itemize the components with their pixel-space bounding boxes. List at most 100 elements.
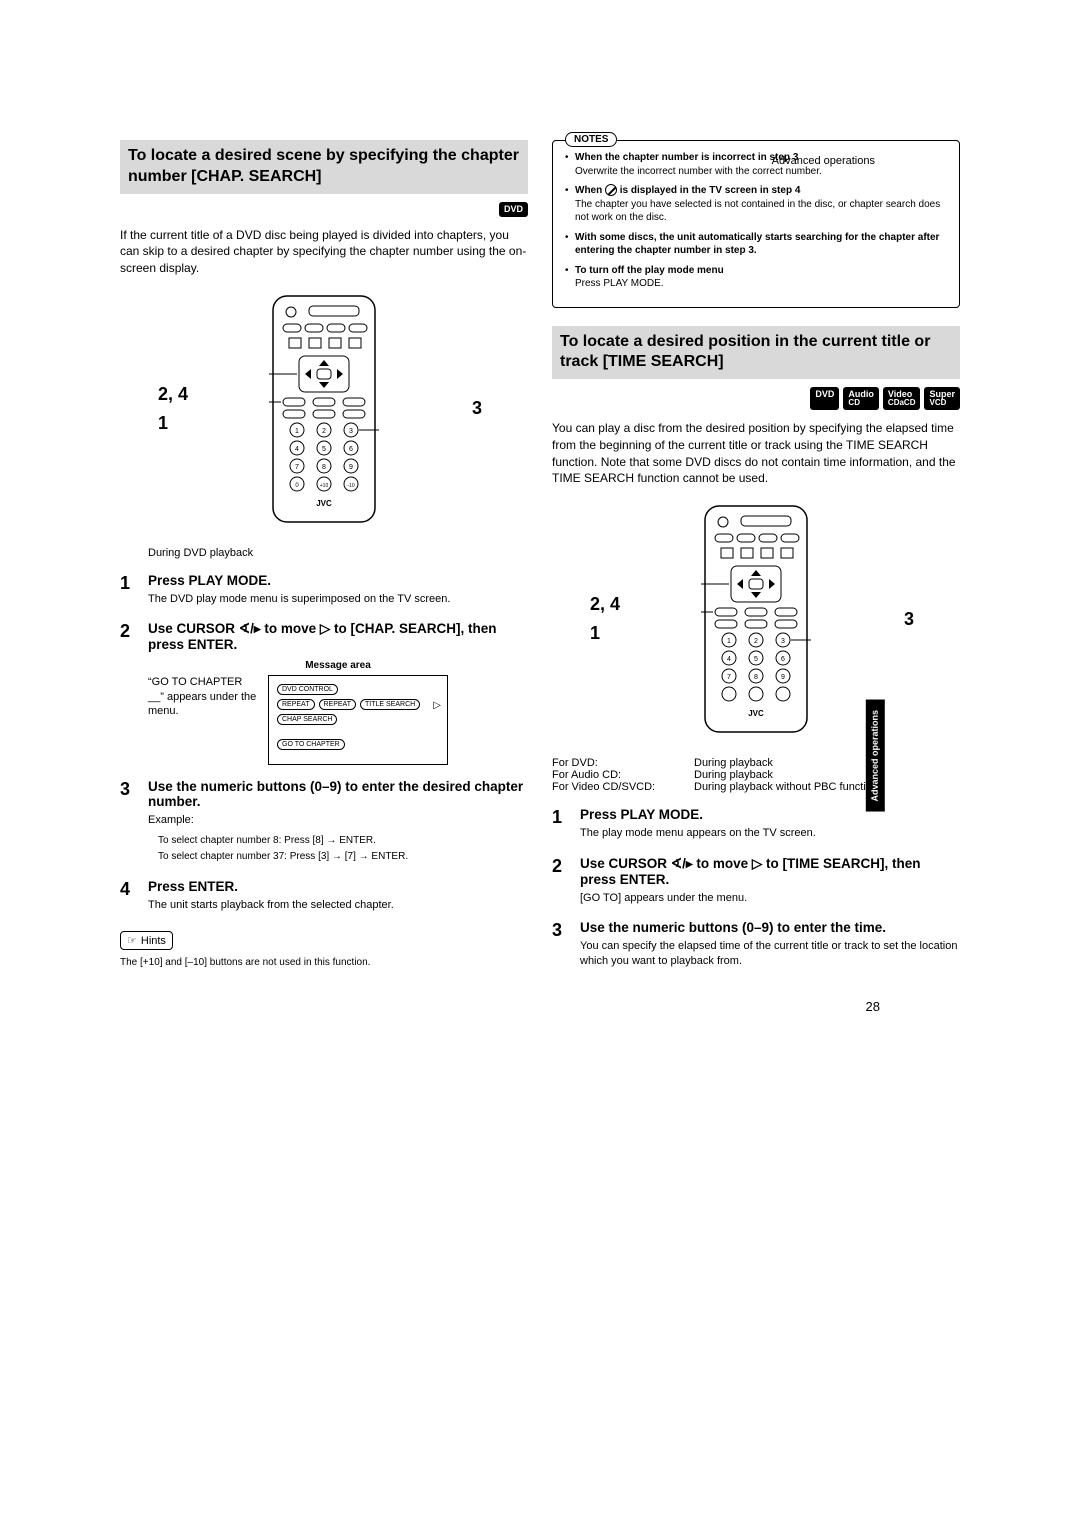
left-step-2: 2 Use CURSOR ∢/▸ to move ▷ to [CHAP. SEA…	[120, 621, 528, 765]
right-column: NOTES When the chapter number is incorre…	[552, 140, 960, 974]
callout-2-4: 2, 4	[158, 380, 188, 409]
note-text: Overwrite the incorrect number with the …	[575, 166, 822, 177]
step-number: 2	[120, 621, 148, 765]
remote-icon: 1 2 3 4 5 6 7 8 9 0 +10 -10 JVC	[269, 294, 379, 524]
pt-label: For DVD:	[552, 757, 694, 769]
step-number: 3	[552, 920, 580, 970]
left-step-1: 1 Press PLAY MODE. The DVD play mode men…	[120, 573, 528, 607]
menu-item: REPEAT	[319, 699, 357, 710]
svg-text:JVC: JVC	[316, 499, 332, 508]
badge-video-cd: VideoCDaCD	[883, 387, 921, 410]
svg-text:-10: -10	[347, 483, 354, 489]
svg-text:6: 6	[781, 656, 785, 663]
svg-text:1: 1	[727, 638, 731, 645]
svg-text:2: 2	[754, 638, 758, 645]
badge-dvd: DVD	[499, 202, 528, 217]
badge-super-vcd: SuperVCD	[924, 387, 960, 410]
svg-text:3: 3	[781, 638, 785, 645]
time-badges: DVD AudioCD VideoCDaCD SuperVCD	[552, 387, 960, 410]
svg-text:1: 1	[295, 428, 299, 435]
step2-side-text: “GO TO CHAPTER __” appears under the men…	[148, 675, 258, 718]
chap-badges: DVD	[120, 202, 528, 217]
step-number: 2	[552, 856, 580, 906]
rstep2-desc: [GO TO] appears under the menu.	[580, 891, 960, 906]
svg-text:4: 4	[295, 446, 299, 453]
callout-3: 3	[904, 609, 914, 630]
callout-3: 3	[472, 398, 482, 419]
svg-text:6: 6	[349, 446, 353, 453]
step-number: 3	[120, 779, 148, 864]
callout-left: 2, 4 1	[158, 380, 188, 438]
chap-intro: If the current title of a DVD disc being…	[120, 227, 528, 277]
onscreen-menu: DVD CONTROL REPEAT REPEAT TITLE SEARCH C…	[268, 675, 448, 765]
badge-dvd: DVD	[810, 387, 839, 410]
svg-text:5: 5	[322, 446, 326, 453]
remote-figure-right: 2, 4 1	[552, 499, 960, 739]
svg-text:7: 7	[295, 464, 299, 471]
hints-label: Hints	[141, 935, 166, 947]
time-search-title: To locate a desired position in the curr…	[552, 326, 960, 380]
notes-box: NOTES When the chapter number is incorre…	[552, 140, 960, 308]
step-number: 4	[120, 879, 148, 913]
rstep3-desc: You can specify the elapsed time of the …	[580, 939, 960, 970]
note-bold: To turn off the play mode menu	[575, 265, 724, 276]
step3-title: Use the numeric buttons (0–9) to enter t…	[148, 779, 528, 809]
svg-text:8: 8	[322, 464, 326, 471]
example-line: To select chapter number 8: Press [8] → …	[158, 833, 528, 849]
note-text: The chapter you have selected is not con…	[575, 199, 940, 224]
note-item: To turn off the play mode menu Press PLA…	[565, 264, 947, 291]
menu-item: DVD CONTROL	[277, 684, 338, 695]
right-step-1: 1 Press PLAY MODE. The play mode menu ap…	[552, 807, 960, 841]
pt-val: During playback without PBC function	[694, 781, 878, 793]
step4-title: Press ENTER.	[148, 879, 528, 894]
callout-2-4: 2, 4	[590, 590, 620, 619]
step4-desc: The unit starts playback from the select…	[148, 898, 528, 913]
note-bold: When is displayed in the TV screen in st…	[575, 185, 800, 196]
hints-text: The [+10] and [–10] buttons are not used…	[120, 956, 528, 970]
callout-1: 1	[590, 619, 620, 648]
rstep1-title: Press PLAY MODE.	[580, 807, 960, 822]
pt-val: During playback	[694, 757, 773, 769]
svg-text:7: 7	[727, 674, 731, 681]
rstep1-desc: The play mode menu appears on the TV scr…	[580, 826, 960, 841]
svg-text:JVC: JVC	[748, 709, 764, 718]
svg-text:3: 3	[349, 428, 353, 435]
prohibit-icon	[605, 184, 617, 196]
step1-title: Press PLAY MODE.	[148, 573, 528, 588]
note-item: When the chapter number is incorrect in …	[565, 151, 947, 178]
remote-icon: 1 2 3 4 5 6 7 8 9 JVC	[701, 504, 811, 734]
menu-item: TITLE SEARCH	[360, 699, 420, 710]
svg-text:8: 8	[754, 674, 758, 681]
step2-title: Use CURSOR ∢/▸ to move ▷ to [CHAP. SEARC…	[148, 621, 528, 652]
right-step-2: 2 Use CURSOR ∢/▸ to move ▷ to [TIME SEAR…	[552, 856, 960, 906]
cursor-icon: ▷	[433, 700, 441, 711]
svg-text:9: 9	[781, 674, 785, 681]
step-number: 1	[552, 807, 580, 841]
hand-icon: ☞	[127, 934, 137, 947]
svg-text:+10: +10	[320, 483, 329, 489]
svg-text:4: 4	[727, 656, 731, 663]
menu-item: CHAP SEARCH	[277, 714, 337, 725]
pt-label: For Audio CD:	[552, 769, 694, 781]
rstep2-title: Use CURSOR ∢/▸ to move ▷ to [TIME SEARCH…	[580, 856, 960, 887]
step-number: 1	[120, 573, 148, 607]
badge-audio-cd: AudioCD	[843, 387, 879, 410]
left-step-3: 3 Use the numeric buttons (0–9) to enter…	[120, 779, 528, 864]
remote-figure-left: 2, 4 1	[120, 289, 528, 529]
rstep3-title: Use the numeric buttons (0–9) to enter t…	[580, 920, 960, 935]
playback-table: For DVD:During playback For Audio CD:Dur…	[552, 757, 960, 793]
step1-desc: The DVD play mode menu is superimposed o…	[148, 592, 528, 607]
chap-search-title: To locate a desired scene by specifying …	[120, 140, 528, 194]
note-bold: When the chapter number is incorrect in …	[575, 152, 798, 163]
left-step-4: 4 Press ENTER. The unit starts playback …	[120, 879, 528, 913]
pt-val: During playback	[694, 769, 773, 781]
time-intro: You can play a disc from the desired pos…	[552, 420, 960, 487]
hints-box: ☞ Hints	[120, 931, 173, 950]
right-step-3: 3 Use the numeric buttons (0–9) to enter…	[552, 920, 960, 970]
note-text: Press PLAY MODE.	[575, 278, 664, 289]
pt-label: For Video CD/SVCD:	[552, 781, 694, 793]
menu-item: REPEAT	[277, 699, 315, 710]
callout-1: 1	[158, 409, 188, 438]
callout-left: 2, 4 1	[590, 590, 620, 648]
page-number: 28	[866, 999, 880, 1014]
